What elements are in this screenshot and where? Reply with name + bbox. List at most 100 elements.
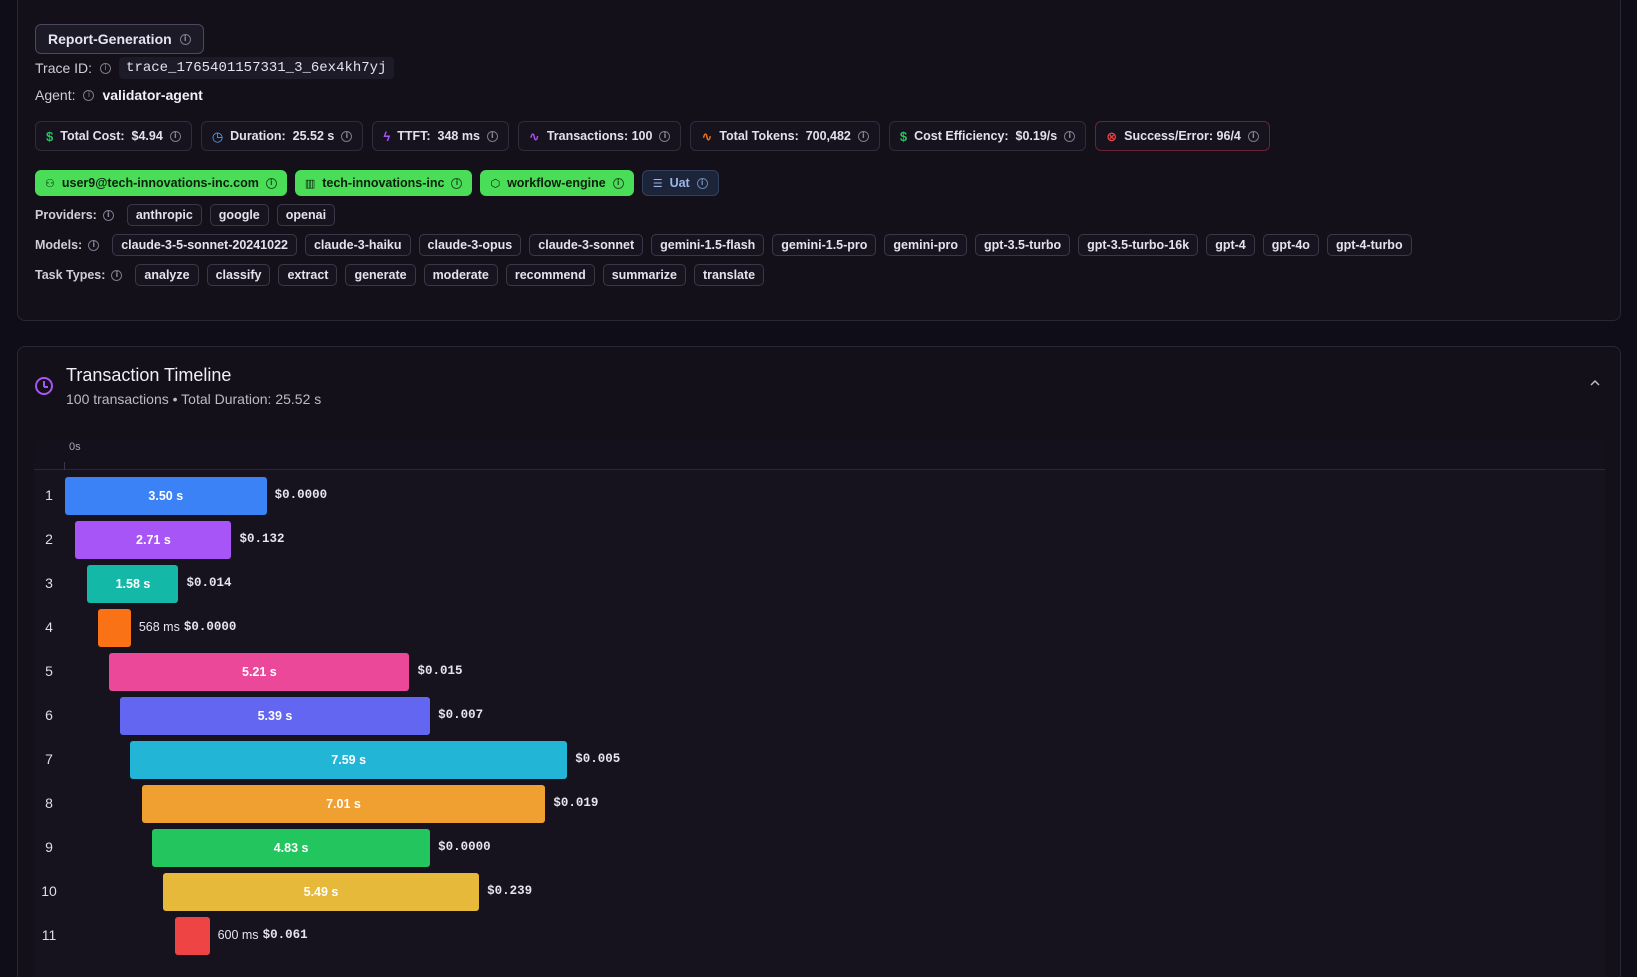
- row-number: 8: [45, 795, 53, 811]
- metric-card[interactable]: $ Total Cost: $4.94 i: [35, 121, 192, 151]
- environment-tag[interactable]: ☰ Uat i: [641, 170, 719, 196]
- task-type-chip[interactable]: translate: [694, 264, 765, 286]
- trace-id-value[interactable]: trace_1765401157331_3_6ex4kh7yj: [119, 57, 394, 79]
- model-chip[interactable]: claude-3-sonnet: [529, 234, 644, 256]
- bar-cost-label: $0.005: [575, 752, 621, 766]
- info-icon[interactable]: i: [857, 130, 869, 142]
- bar-cost-label: $0.0000: [183, 620, 237, 634]
- row-number: 9: [45, 839, 53, 855]
- trace-id-row: Trace ID: i trace_1765401157331_3_6ex4kh…: [35, 57, 394, 79]
- info-icon[interactable]: i: [659, 130, 671, 142]
- model-chip[interactable]: claude-3-haiku: [304, 234, 411, 256]
- info-icon[interactable]: i: [265, 177, 277, 189]
- timeline-header[interactable]: Transaction Timeline 100 transactions • …: [35, 365, 1603, 415]
- trace-name-badge[interactable]: Report-Generation i: [35, 24, 204, 54]
- metric-card[interactable]: $ Cost Efficiency: $0.19/s i: [888, 121, 1087, 151]
- metric-card[interactable]: ◷ Duration: 25.52 s i: [200, 121, 364, 151]
- model-chip[interactable]: gpt-3.5-turbo-16k: [1078, 234, 1199, 256]
- transaction-bar[interactable]: 7.59 s: [130, 741, 568, 779]
- provider-chip[interactable]: openai: [276, 204, 336, 226]
- bar-duration-label: 5.21 s: [242, 665, 277, 679]
- transaction-bar[interactable]: 5.21 s: [109, 653, 410, 691]
- metric-text: Success/Error: 96/4: [1124, 129, 1241, 143]
- transaction-bar[interactable]: 5.39 s: [119, 697, 431, 735]
- agent-label: Agent:: [35, 87, 76, 103]
- provider-chip[interactable]: anthropic: [126, 204, 202, 226]
- model-chip[interactable]: claude-3-opus: [418, 234, 522, 256]
- time-axis: 0s: [34, 439, 1605, 470]
- provider-chip[interactable]: google: [209, 204, 269, 226]
- task-type-chip[interactable]: extract: [278, 264, 338, 286]
- info-icon[interactable]: i: [486, 130, 498, 142]
- bolt-icon: ϟ: [383, 128, 391, 144]
- info-icon[interactable]: i: [696, 177, 708, 189]
- transaction-bar[interactable]: 4.83 s: [151, 829, 431, 867]
- x-circle-icon: ⊗: [1106, 128, 1118, 144]
- task-type-chip[interactable]: recommend: [505, 264, 595, 286]
- providers-label-wrap: Providers: i: [35, 208, 114, 222]
- agent-row: Agent: i validator-agent: [35, 87, 203, 103]
- task-type-chip[interactable]: moderate: [423, 264, 498, 286]
- timeline-title: Transaction Timeline: [66, 365, 232, 385]
- models-label: Models:: [35, 238, 83, 252]
- bar-cost-label: $0.132: [239, 532, 285, 546]
- transaction-bar[interactable]: [175, 917, 210, 955]
- environment-tag-label: Uat: [669, 176, 690, 190]
- transaction-bar[interactable]: [97, 609, 131, 647]
- model-chip[interactable]: gpt-4-turbo: [1326, 234, 1412, 256]
- model-chip[interactable]: gpt-3.5-turbo: [975, 234, 1071, 256]
- transaction-bar[interactable]: 2.71 s: [75, 521, 232, 559]
- model-chip[interactable]: gemini-1.5-pro: [772, 234, 877, 256]
- row-number: 1: [45, 487, 53, 503]
- info-icon[interactable]: i: [1064, 130, 1076, 142]
- transaction-bar[interactable]: 3.50 s: [65, 477, 267, 515]
- metric-text: TTFT: 348 ms: [397, 129, 480, 143]
- task-type-chip[interactable]: analyze: [135, 264, 199, 286]
- info-icon[interactable]: i: [100, 62, 112, 74]
- info-icon[interactable]: i: [451, 177, 463, 189]
- info-icon[interactable]: i: [83, 89, 95, 101]
- model-chip[interactable]: gemini-1.5-flash: [651, 234, 765, 256]
- info-icon[interactable]: i: [612, 177, 624, 189]
- metric-card[interactable]: ϟ TTFT: 348 ms i: [372, 121, 509, 151]
- user-tag[interactable]: ⚇ user9@tech-innovations-inc.com i: [35, 170, 287, 196]
- bar-duration-label: 1.58 s: [115, 577, 151, 591]
- metric-card[interactable]: ∿ Transactions: 100 i: [517, 121, 682, 151]
- task-types-label: Task Types:: [35, 268, 106, 282]
- info-icon[interactable]: i: [1247, 130, 1259, 142]
- info-icon[interactable]: i: [179, 33, 191, 45]
- model-chip[interactable]: gpt-4: [1206, 234, 1255, 256]
- timeline-subtitle: 100 transactions • Total Duration: 25.52…: [66, 391, 322, 407]
- metric-card[interactable]: ∿ Total Tokens: 700,482 i: [690, 121, 880, 151]
- row-number: 4: [45, 619, 53, 635]
- info-icon[interactable]: i: [169, 130, 181, 142]
- task-types-label-wrap: Task Types: i: [35, 268, 123, 282]
- transaction-bar[interactable]: 1.58 s: [87, 565, 179, 603]
- metric-card[interactable]: ⊗ Success/Error: 96/4 i: [1095, 121, 1270, 151]
- bar-duration-label: 2.71 s: [136, 533, 171, 547]
- server-icon: ☰: [652, 177, 663, 190]
- transaction-bar[interactable]: 7.01 s: [141, 785, 546, 823]
- task-type-chip[interactable]: generate: [345, 264, 416, 286]
- models-label-wrap: Models: i: [35, 238, 100, 252]
- task-type-chip[interactable]: summarize: [602, 264, 687, 286]
- info-icon[interactable]: i: [88, 239, 100, 251]
- task-type-chip[interactable]: classify: [206, 264, 271, 286]
- info-icon[interactable]: i: [111, 269, 123, 281]
- info-icon[interactable]: i: [102, 209, 114, 221]
- chevron-up-icon[interactable]: [1587, 375, 1603, 391]
- bar-duration-label: 3.50 s: [148, 489, 184, 503]
- info-icon[interactable]: i: [341, 130, 353, 142]
- providers-label: Providers:: [35, 208, 97, 222]
- model-chip[interactable]: claude-3-5-sonnet-20241022: [112, 234, 297, 256]
- row-number: 5: [45, 663, 53, 679]
- model-chip[interactable]: gemini-pro: [884, 234, 968, 256]
- bar-cost-label: $0.061: [262, 928, 308, 942]
- organization-tag[interactable]: ▥ tech-innovations-inc i: [294, 170, 473, 196]
- workflow-tag[interactable]: ⬡ workflow-engine i: [480, 170, 634, 196]
- transaction-bar[interactable]: 5.49 s: [162, 873, 480, 911]
- task-types-row: Task Types: i analyze classify extract gene…: [35, 264, 765, 286]
- user-tag-label: user9@tech-innovations-inc.com: [61, 176, 259, 190]
- model-chip[interactable]: gpt-4o: [1262, 234, 1319, 256]
